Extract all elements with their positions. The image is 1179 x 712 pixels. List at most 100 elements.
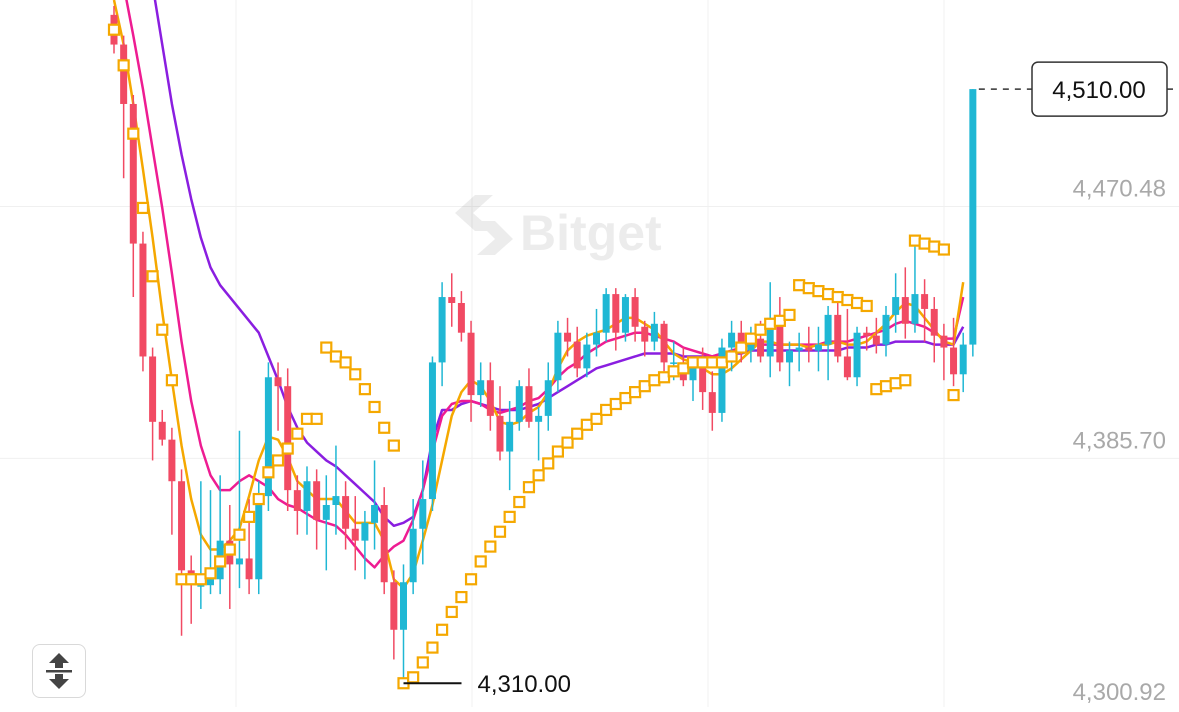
candle-body [390,582,398,630]
y-tick-label: 4,385.70 [1073,427,1166,454]
candle-body [129,103,137,244]
candle-body [882,314,890,345]
sar-dot [667,365,680,378]
sar-dot [764,317,777,330]
sar-dot [754,323,767,336]
candle-body [843,356,851,378]
sar-dot [831,290,844,304]
sar-dot [503,510,516,523]
sar-dot [175,573,188,586]
sar-dot [561,436,574,449]
candle-body [457,303,465,333]
candle-body [689,362,697,381]
last-price-label: 4,510.00 [1052,77,1145,104]
sar-dot [484,540,497,553]
vertical-resize-icon [46,653,72,689]
sar-dot [127,127,140,140]
sar-dot [860,299,873,313]
candle-body [593,332,600,345]
sar-dot [648,374,661,387]
candle-body [892,297,900,315]
candle-body [477,380,485,396]
candle-body [158,421,166,440]
candle-body [969,89,977,345]
sar-dot [426,641,439,654]
candle-body [284,386,292,491]
sar-dot [619,391,632,405]
candle-body [573,341,581,369]
candle-body [371,505,379,523]
sar-dot [551,445,565,458]
candle-body [380,505,388,583]
price-labels: 4,470.48 4,385.70 4,300.92 [1073,176,1166,707]
candle-body [631,297,639,327]
candle-body [293,490,301,511]
candle-body [400,582,407,630]
candle-body [718,347,726,413]
sar-dot [947,388,960,402]
sar-dot [445,605,458,619]
sar-dot [793,279,806,292]
sar-dot [725,350,738,363]
sar-dot [281,442,294,455]
candle-body [911,294,919,324]
sar-dot [735,341,748,354]
sar-dot [194,573,207,586]
candle-body [149,356,157,422]
sar-dot [580,418,593,431]
sar-dot [262,466,275,479]
candle-body [834,314,842,357]
candle-body [766,317,774,357]
candle-body [525,386,533,422]
candle-body [351,528,359,541]
sar-dot [918,237,931,250]
candle-body [776,317,784,363]
sar-dot [136,201,150,215]
sar-dot [243,510,256,523]
sar-dot [706,356,719,369]
sar-dot [271,454,285,467]
candle-body [872,335,880,345]
candle-body [332,496,340,505]
sar-dot [117,59,130,72]
y-tick-label: 4,470.48 [1073,176,1166,203]
candle-body [650,323,658,342]
sar-dot [291,427,304,440]
sar-dot [571,427,584,440]
candle-body [303,481,311,511]
low-price-label: 4,310.00 [478,671,571,698]
candle-body [467,332,475,396]
candle-body [602,294,610,333]
sar-dot [320,341,333,354]
sar-dot [464,573,478,586]
candle-body [544,380,552,416]
sar-dot [214,555,227,568]
sar-dot [185,573,198,586]
candle-body [863,332,871,336]
sar-dot [223,543,236,556]
sar-dot [358,383,371,396]
sar-dot [600,403,613,417]
candle-body [901,297,909,324]
last-price-tag [1031,61,1168,117]
candle-body [795,347,803,351]
candle-body [264,377,272,497]
sar-dot [696,356,709,369]
sar-dot [300,412,314,425]
candle-body [419,499,427,529]
watermark-logo-icon [455,195,513,255]
candle-body [197,585,205,587]
sar-dot [715,356,729,369]
candle-body [245,558,253,580]
sar-dot [908,234,922,247]
sar-dot [339,356,352,369]
candle-body [930,308,938,336]
sar-dot [802,282,815,295]
chart-height-toggle-button[interactable] [32,644,86,698]
watermark-text: Bitget [520,205,662,261]
candle-body [940,335,948,348]
candle-body [486,380,494,416]
candle-body [448,297,456,303]
